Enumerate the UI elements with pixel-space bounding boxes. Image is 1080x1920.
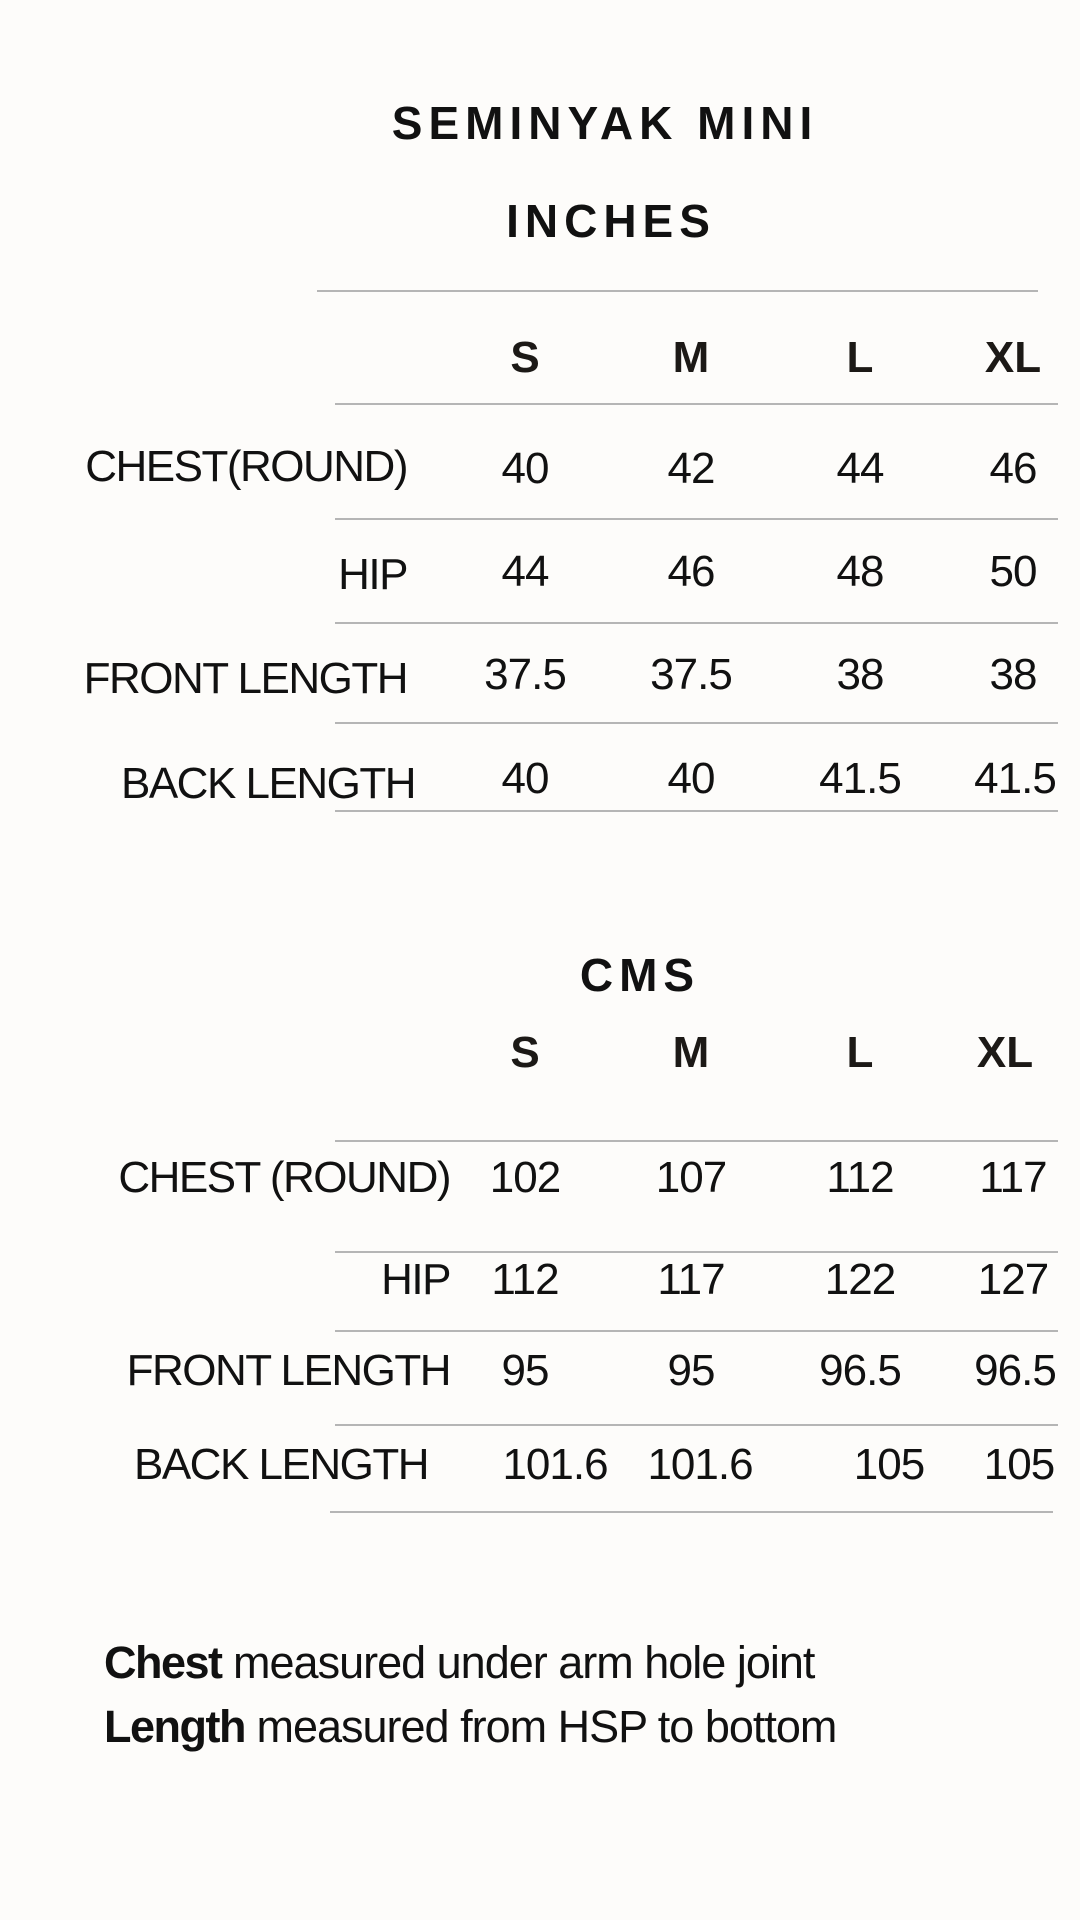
product-title: SEMINYAK MINI: [391, 97, 819, 149]
row-label: CHEST (ROUND): [118, 1153, 451, 1202]
size-header-m: M: [672, 333, 710, 382]
cell: 41.5: [974, 754, 1057, 803]
cell: 41.5: [819, 754, 902, 803]
cell: 117: [979, 1153, 1047, 1202]
cell: 105: [853, 1440, 925, 1489]
cell: 50: [989, 547, 1038, 596]
cell: 44: [836, 444, 885, 493]
cell: 122: [824, 1255, 896, 1304]
row-label: FRONT LENGTH: [126, 1346, 452, 1395]
size-header-xl: XL: [976, 1028, 1034, 1077]
note-length: Length measured from HSP to bottom: [104, 1701, 837, 1753]
divider: [335, 622, 1058, 624]
row-label: HIP: [338, 550, 408, 599]
row-label: HIP: [381, 1255, 451, 1304]
size-header-s: S: [510, 333, 540, 382]
size-header-xl: XL: [984, 333, 1042, 382]
divider: [330, 1511, 1053, 1513]
cell: 107: [655, 1153, 727, 1202]
divider: [317, 290, 1038, 292]
cell: 42: [667, 444, 716, 493]
cell: 112: [826, 1153, 894, 1202]
divider: [335, 1251, 1058, 1253]
cell: 117: [657, 1255, 725, 1304]
cell: 105: [983, 1440, 1055, 1489]
cell: 37.5: [484, 650, 567, 699]
size-header-l: L: [846, 1028, 874, 1077]
inches-heading: INCHES: [506, 195, 716, 247]
cell: 48: [836, 547, 885, 596]
cell: 102: [489, 1153, 561, 1202]
cell: 38: [989, 650, 1038, 699]
divider: [335, 722, 1058, 724]
cell: 101.6: [647, 1440, 753, 1489]
size-header-m: M: [672, 1028, 710, 1077]
cell: 40: [667, 754, 716, 803]
cms-heading: CMS: [579, 949, 701, 1001]
divider: [335, 518, 1058, 520]
divider: [335, 810, 1058, 812]
divider: [335, 1330, 1058, 1332]
note-term: Length: [104, 1701, 246, 1752]
cell: 37.5: [650, 650, 733, 699]
size-header-s: S: [510, 1028, 540, 1077]
divider: [335, 403, 1058, 405]
cell: 96.5: [974, 1346, 1057, 1395]
row-label: FRONT LENGTH: [83, 654, 409, 703]
cell: 38: [836, 650, 885, 699]
cell: 127: [977, 1255, 1049, 1304]
note-term: Chest: [104, 1637, 223, 1688]
note-chest: Chest measured under arm hole joint: [104, 1637, 815, 1689]
cell: 46: [667, 547, 716, 596]
row-label: BACK LENGTH: [120, 759, 417, 808]
cell: 44: [501, 547, 550, 596]
cell: 96.5: [819, 1346, 902, 1395]
divider: [335, 1424, 1058, 1426]
cell: 112: [491, 1255, 559, 1304]
divider: [335, 1140, 1058, 1142]
cell: 101.6: [502, 1440, 608, 1489]
size-header-l: L: [846, 333, 874, 382]
cell: 46: [989, 444, 1038, 493]
cell: 40: [501, 444, 550, 493]
note-text: measured from HSP to bottom: [244, 1701, 837, 1752]
cell: 95: [667, 1346, 716, 1395]
cell: 95: [501, 1346, 550, 1395]
row-label: CHEST(ROUND): [85, 442, 408, 491]
note-text: measured under arm hole joint: [221, 1637, 815, 1688]
cell: 40: [501, 754, 550, 803]
row-label: BACK LENGTH: [133, 1440, 430, 1489]
